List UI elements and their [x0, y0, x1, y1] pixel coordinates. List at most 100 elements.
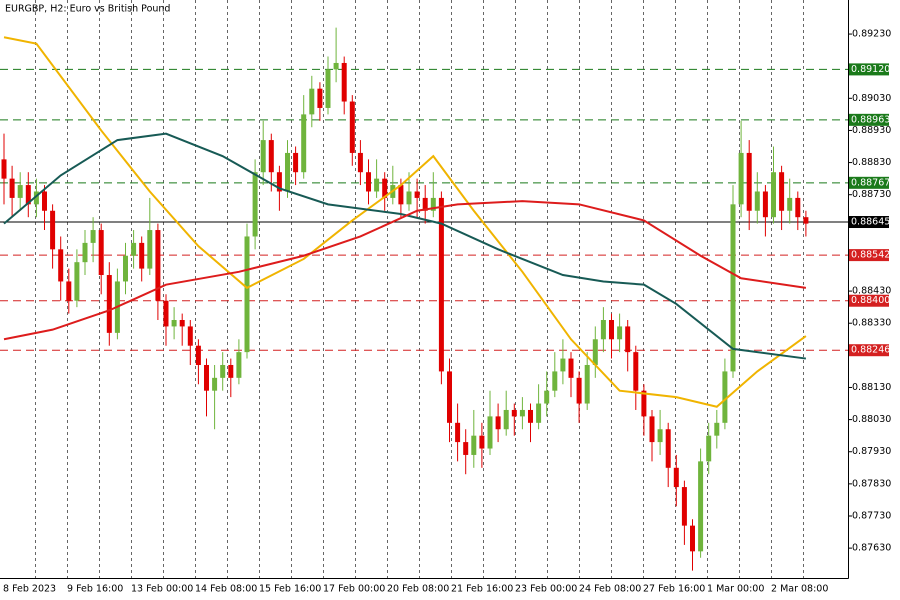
candle-body	[50, 210, 56, 250]
y-tick-label: 0.89230	[852, 29, 891, 40]
candle-body	[584, 364, 590, 404]
candle-body	[106, 275, 112, 333]
candle-body	[519, 409, 525, 417]
level-label-box	[849, 344, 889, 357]
candle-body	[479, 435, 485, 449]
candle-body	[58, 249, 64, 282]
y-tick-label: 0.88830	[852, 157, 891, 168]
candle-body	[762, 191, 768, 218]
candle-body	[455, 422, 461, 443]
candle-body	[325, 69, 331, 108]
y-tick-label: 0.88030	[852, 414, 891, 425]
candle-body	[285, 152, 290, 192]
level-label: 0.88767	[851, 177, 890, 188]
x-tick-label: 20 Feb 08:00	[387, 584, 449, 595]
candle-body	[414, 191, 420, 198]
y-tick-label: 0.88430	[852, 286, 891, 297]
level-label: 0.88645	[851, 217, 890, 228]
candle-body	[317, 88, 323, 108]
candle-body	[301, 114, 307, 173]
candle-body	[665, 429, 671, 468]
candle-body	[746, 152, 752, 211]
y-tick-label: 0.88130	[852, 382, 891, 393]
x-tick-label: 8 Feb 2023	[3, 584, 56, 595]
candle-body	[398, 185, 404, 205]
candle-body	[252, 172, 258, 237]
candle-body	[236, 352, 242, 378]
candle-body	[730, 204, 736, 372]
candle-body	[714, 422, 720, 436]
x-tick-label: 14 Feb 08:00	[195, 584, 257, 595]
candle-body	[649, 416, 655, 443]
candle-body	[673, 467, 679, 488]
candle-body	[795, 197, 801, 218]
candle-body	[293, 152, 299, 173]
candle-body	[366, 172, 371, 192]
candle-body	[722, 371, 728, 423]
level-label-box	[849, 176, 889, 189]
candle-body	[600, 320, 606, 340]
y-tick-label: 0.88730	[852, 189, 891, 200]
candle-body	[195, 345, 201, 365]
candle-body	[244, 236, 250, 353]
candle-body	[463, 442, 469, 455]
y-tick-label: 0.88330	[852, 318, 891, 329]
x-tick-label: 1 Mar 00:00	[707, 584, 764, 595]
candle-body	[90, 230, 96, 243]
y-tick-label: 0.87830	[852, 478, 891, 489]
candle-body	[641, 390, 647, 417]
x-tick-label: 24 Feb 08:00	[579, 584, 641, 595]
y-tick-label: 0.87730	[852, 510, 891, 521]
candle-body	[681, 487, 687, 526]
x-tick-label: 21 Feb 16:00	[451, 584, 513, 595]
candle-body	[66, 281, 72, 301]
candle-body	[447, 371, 452, 423]
candle-body	[609, 320, 614, 340]
candle-body	[552, 371, 558, 391]
y-tick-label: 0.87630	[852, 543, 891, 554]
candle-body	[25, 185, 31, 205]
candle-body	[1, 159, 7, 179]
chart-title: EURGBP, H2: Euro vs British Pound	[5, 4, 170, 15]
y-tick-label: 0.87930	[852, 446, 891, 457]
candle-body	[139, 242, 145, 269]
candle-body	[98, 230, 104, 276]
candle-body	[787, 197, 793, 211]
x-tick-label: 2 Mar 08:00	[771, 584, 828, 595]
x-tick-label: 27 Feb 16:00	[643, 584, 705, 595]
candle-body	[779, 172, 785, 211]
candle-body	[179, 320, 185, 327]
candle-body	[633, 352, 639, 391]
level-label: 0.88400	[851, 295, 890, 306]
candle-body	[9, 178, 15, 198]
candle-body	[536, 403, 542, 423]
y-tick-label: 0.89030	[852, 93, 891, 104]
candle-body	[42, 191, 47, 211]
candle-body	[625, 326, 631, 353]
candle-body	[349, 101, 355, 153]
candle-body	[260, 140, 266, 173]
candle-body	[341, 62, 347, 102]
candle-body	[382, 178, 388, 198]
x-tick-label: 17 Feb 00:00	[323, 584, 385, 595]
candle-body	[471, 435, 477, 455]
candle-body	[171, 320, 177, 327]
candle-body	[560, 358, 566, 372]
level-label-box	[849, 63, 889, 76]
candle-body	[276, 172, 282, 192]
level-label-box	[849, 113, 889, 126]
candle-body	[771, 172, 776, 218]
x-tick-label: 15 Feb 16:00	[259, 584, 321, 595]
candle-body	[374, 178, 380, 192]
candle-body	[657, 429, 663, 443]
candle-body	[357, 152, 363, 173]
candle-body	[617, 326, 623, 340]
level-label: 0.88542	[851, 250, 890, 261]
y-tick-label: 0.88930	[852, 125, 891, 136]
candle-body	[698, 461, 704, 552]
candle-body	[204, 364, 209, 391]
candle-body	[544, 390, 550, 404]
candle-body	[228, 364, 234, 378]
candle-body	[503, 409, 509, 430]
candle-body	[511, 409, 517, 417]
